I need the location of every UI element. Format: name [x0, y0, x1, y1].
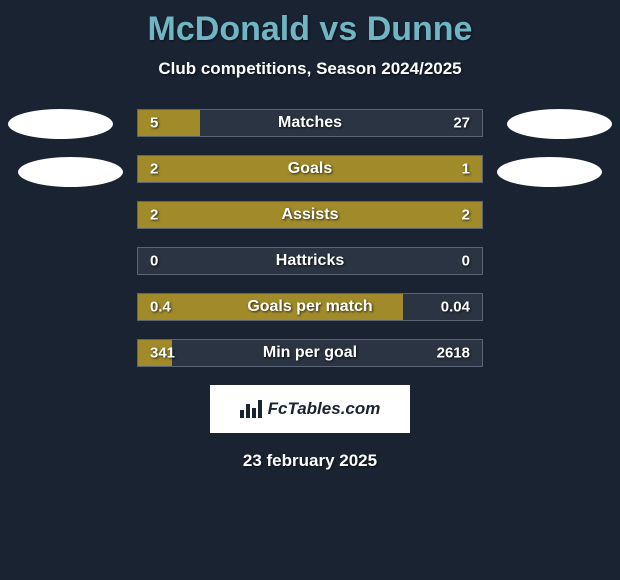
stat-bar-mpg: 341 Min per goal 2618	[137, 339, 483, 367]
player-right-avatar-2	[497, 157, 602, 187]
fctables-logo[interactable]: FcTables.com	[210, 385, 410, 433]
stat-value-right: 0.04	[441, 299, 470, 316]
stats-area: 5 Matches 27 2 Goals 1 2 Assists 2	[0, 109, 620, 471]
bars-container: 5 Matches 27 2 Goals 1 2 Assists 2	[137, 109, 483, 367]
comparison-widget: McDonald vs Dunne Club competitions, Sea…	[0, 0, 620, 481]
stat-value-right: 2618	[437, 345, 470, 362]
stat-value-right: 27	[453, 115, 470, 132]
subtitle: Club competitions, Season 2024/2025	[0, 59, 620, 79]
stat-value-right: 2	[462, 207, 470, 224]
stat-value-left: 0.4	[150, 299, 171, 316]
logo-text: FcTables.com	[268, 399, 381, 419]
player-left-avatar-2	[18, 157, 123, 187]
stat-label: Min per goal	[263, 344, 357, 362]
stat-bar-matches: 5 Matches 27	[137, 109, 483, 137]
stat-value-left: 341	[150, 345, 175, 362]
player-left-avatar-1	[8, 109, 113, 139]
stat-bar-goals: 2 Goals 1	[137, 155, 483, 183]
stat-value-left: 5	[150, 115, 158, 132]
bar-fill-left	[138, 110, 200, 136]
stat-bar-assists: 2 Assists 2	[137, 201, 483, 229]
stat-label: Goals	[288, 160, 332, 178]
page-title: McDonald vs Dunne	[0, 10, 620, 49]
date-text: 23 february 2025	[0, 451, 620, 471]
stat-label: Matches	[278, 114, 342, 132]
stat-value-left: 2	[150, 161, 158, 178]
stat-value-right: 0	[462, 253, 470, 270]
stat-bar-hattricks: 0 Hattricks 0	[137, 247, 483, 275]
stat-label: Assists	[282, 206, 339, 224]
chart-icon	[240, 400, 262, 418]
stat-value-right: 1	[462, 161, 470, 178]
player-right-avatar-1	[507, 109, 612, 139]
stat-label: Goals per match	[247, 298, 372, 316]
stat-bar-gpm: 0.4 Goals per match 0.04	[137, 293, 483, 321]
stat-label: Hattricks	[276, 252, 344, 270]
stat-value-left: 0	[150, 253, 158, 270]
stat-value-left: 2	[150, 207, 158, 224]
